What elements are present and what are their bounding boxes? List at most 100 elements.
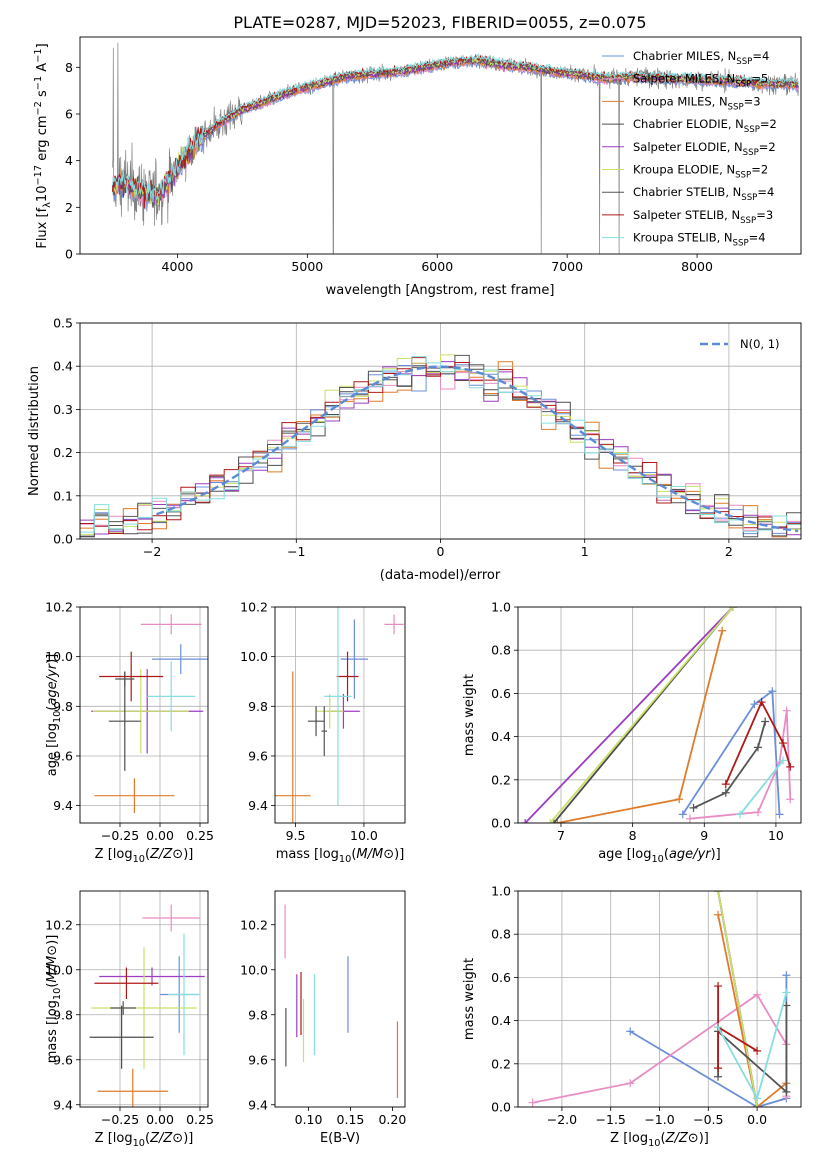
y-tick-label: 9.8: [53, 1007, 73, 1022]
y-axis-label: Normed distribution: [27, 366, 42, 496]
x-tick-label: 0.10: [295, 1112, 323, 1127]
y-tick-label: 10.2: [240, 917, 268, 932]
y-tick-label: 9.4: [248, 798, 268, 813]
x-tick-label: −1.5: [596, 1112, 626, 1127]
x-tick-label: 0.25: [186, 1112, 214, 1127]
age-vs-mass-axes: 9.5 10.0 9.4 9.6 9.8 10.0 10.2: [240, 600, 406, 843]
residuals-frame: [79, 322, 802, 540]
x-tick-label: −1.0: [644, 1112, 674, 1127]
weight-marker: [753, 1094, 762, 1103]
mass-vs-Z-axes: −0.25 0.00 0.25 9.4 9.6 9.8 10.0 10.2: [45, 890, 214, 1127]
y-tick-label: 9.6: [248, 1052, 268, 1067]
weight-line: [717, 914, 787, 1107]
residuals-axes: −2 −1 0 1 2 0.0 0.1 0.2 0.3 0.4 0.5: [53, 316, 802, 559]
weight-marker: [753, 990, 762, 999]
x-tick-label: 9.5: [286, 828, 306, 843]
y-tick-label: 0.0: [53, 532, 73, 547]
legend-entry: N(0, 1): [740, 337, 780, 351]
x-tick-label: 5000: [291, 259, 323, 274]
x-tick-label: −2: [143, 544, 161, 559]
x-axis-label: age [log10(age/yr)]: [598, 847, 721, 865]
x-tick-label: 10.0: [350, 828, 378, 843]
weight-vs-age-axes: 7 8 9 10 0.0 0.2 0.4 0.6 0.8 1.0: [491, 600, 802, 843]
weight-marker: [714, 1023, 723, 1032]
legend-entry: Chabrier ELODIE, NSSP=2: [633, 117, 777, 135]
weight-line: [524, 607, 734, 823]
weight-marker: [626, 1027, 635, 1036]
y-tick-label: 0.6: [491, 970, 511, 985]
weight-marker: [754, 808, 763, 817]
y-tick-label: 0.1: [53, 488, 73, 503]
x-tick-label: 6000: [421, 259, 453, 274]
y-tick-label: 0.2: [53, 445, 73, 460]
y-tick-label: 4: [65, 153, 73, 168]
y-tick-label: 0.0: [491, 816, 511, 831]
weight-marker: [782, 706, 791, 715]
weight-vs-Z-plot-area: [528, 891, 791, 1107]
y-tick-label: 9.8: [53, 699, 73, 714]
residual-histogram: [80, 356, 801, 533]
x-tick-label: 0: [437, 544, 445, 559]
weight-marker: [685, 814, 694, 823]
weight-marker: [736, 810, 745, 819]
spectrum-frame: [79, 36, 802, 255]
y-tick-label: 10.0: [240, 962, 268, 977]
x-tick-label: −2.0: [547, 1112, 577, 1127]
weight-vs-Z-frame: [517, 890, 802, 1108]
spectrum-axes: 4000 5000 6000 7000 8000 0 2 4 6 8: [65, 36, 802, 274]
chart-title: PLATE=0287, MJD=52023, FIBERID=0055, z=0…: [233, 13, 646, 32]
x-tick-label: 0.25: [186, 828, 214, 843]
mass-vs-Z-plot-area: [89, 904, 205, 1107]
y-tick-label: 6: [65, 107, 73, 122]
x-tick-label: 10: [768, 828, 784, 843]
weight-marker: [553, 819, 562, 823]
weight-marker: [714, 910, 723, 919]
x-tick-label: 7000: [551, 259, 583, 274]
legend-entry: Kroupa STELIB, NSSP=4: [633, 231, 766, 249]
weight-marker: [675, 795, 684, 804]
y-tick-label: 9.4: [248, 1097, 268, 1112]
x-tick-label: 8: [629, 828, 637, 843]
spectrum-plot-area: [112, 42, 799, 254]
x-tick-label: −0.25: [101, 1112, 139, 1127]
x-tick-label: 1: [581, 544, 589, 559]
y-tick-label: 9.8: [248, 1007, 268, 1022]
y-tick-label: 1.0: [491, 600, 511, 615]
weight-marker: [786, 762, 795, 771]
x-tick-label: 0.00: [146, 828, 174, 843]
x-axis-label: Z [log10(Z/Z⊙)]: [610, 1131, 709, 1149]
weight-marker: [782, 1087, 791, 1096]
age-vs-mass-plot-area: [275, 607, 404, 823]
y-tick-label: 0.8: [491, 643, 511, 658]
y-tick-label: 0.6: [491, 686, 511, 701]
y-tick-label: 0.4: [491, 1013, 511, 1028]
weight-marker: [626, 1079, 635, 1088]
y-tick-label: 0.3: [53, 402, 73, 417]
y-axis-label: mass weight: [462, 674, 477, 756]
y-tick-label: 10.2: [45, 917, 73, 932]
legend-entry: Kroupa ELODIE, NSSP=2: [633, 163, 768, 181]
y-tick-label: 2: [65, 200, 73, 215]
y-tick-label: 9.6: [53, 1052, 73, 1067]
weight-marker: [757, 698, 766, 707]
mass-vs-Z-frame: [79, 890, 209, 1108]
weight-marker: [753, 1046, 762, 1055]
x-tick-label: −1: [287, 544, 305, 559]
y-tick-label: 9.8: [248, 699, 268, 714]
y-tick-label: 9.4: [53, 798, 73, 813]
y-tick-label: 9.6: [53, 748, 73, 763]
y-tick-label: 9.6: [248, 748, 268, 763]
spectrum-legend: Chabrier MILES, NSSP=4 Salpeter MILES, NS…: [602, 49, 777, 249]
weight-line: [549, 607, 734, 823]
weight-marker: [714, 891, 723, 895]
mass-vs-ebv-frame: [274, 890, 406, 1108]
y-axis-label: mass [log10(M/M⊙)]: [45, 935, 63, 1064]
y-tick-label: 1.0: [491, 884, 511, 899]
legend-entry: Salpeter ELODIE, NSSP=2: [633, 140, 776, 158]
y-tick-label: 10.2: [240, 600, 268, 615]
weight-marker: [718, 626, 727, 635]
weight-line: [739, 759, 784, 815]
age-vs-Z-axes: −0.25 0.00 0.25 9.4 9.6 9.8 10.0 10.2: [45, 600, 214, 844]
y-tick-label: 8: [65, 60, 73, 75]
